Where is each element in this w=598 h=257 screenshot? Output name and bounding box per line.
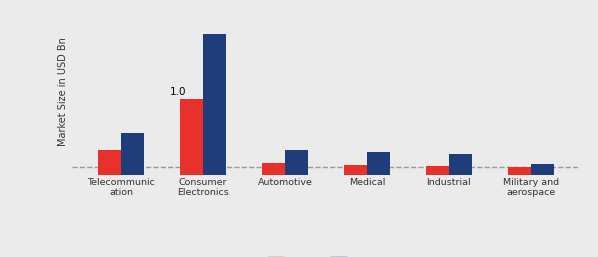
Bar (449, 154, 472, 175)
Bar (344, 165, 367, 175)
Bar (121, 133, 144, 175)
Bar (180, 99, 203, 175)
Bar (367, 152, 390, 175)
Bar (98, 150, 121, 175)
Bar (262, 163, 285, 175)
Legend: 2022, 2032: 2022, 2032 (263, 252, 389, 257)
Bar (531, 164, 554, 175)
Bar (285, 150, 308, 175)
Bar (508, 167, 531, 175)
Y-axis label: Market Size in USD Bn: Market Size in USD Bn (57, 37, 68, 146)
Bar (426, 167, 449, 175)
Text: 1.0: 1.0 (170, 87, 187, 97)
Bar (203, 34, 226, 175)
